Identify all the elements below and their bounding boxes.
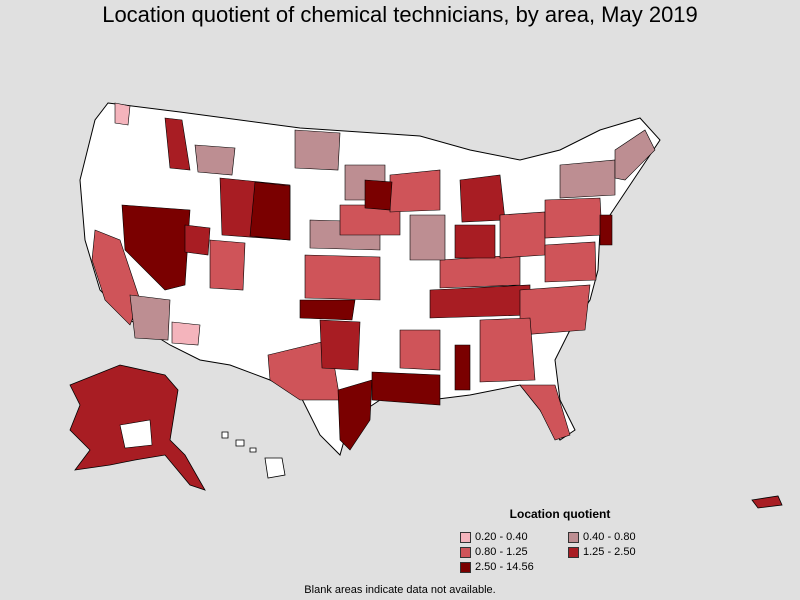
legend-item-2: 0.80 - 1.25 (460, 546, 528, 558)
region-florida (519, 384, 571, 441)
legend-item-4: 2.50 - 14.56 (460, 561, 534, 573)
legend-label-3: 1.25 - 2.50 (583, 546, 636, 558)
map-title: Location quotient of chemical technician… (102, 2, 698, 27)
region-hawaii (221, 431, 286, 479)
region-illinois (409, 214, 446, 261)
region-new-england (614, 129, 656, 181)
region-virginia (544, 241, 597, 283)
legend-item-0: 0.20 - 0.40 (460, 531, 528, 543)
legend-label-4: 2.50 - 14.56 (475, 561, 534, 573)
region-texas-gulf (337, 379, 373, 451)
region-wisconsin-dark (364, 179, 393, 211)
legend-item-1: 0.40 - 0.80 (568, 531, 636, 543)
region-mississippi (399, 329, 441, 371)
footnote: Blank areas indicate data not available. (304, 584, 496, 596)
region-wyoming-east (249, 181, 291, 241)
region-montana-patch (194, 144, 236, 176)
region-kentucky (439, 254, 521, 289)
region-wisconsin (389, 169, 441, 213)
region-texas-central (319, 319, 361, 371)
region-arizona (129, 294, 171, 341)
legend-label-2: 0.80 - 1.25 (475, 546, 528, 558)
legend-swatch-1 (568, 531, 579, 543)
region-utah-patch (184, 224, 211, 256)
region-tennessee (429, 284, 531, 319)
region-washington (114, 102, 131, 126)
region-new-york (559, 159, 616, 199)
region-louisiana (371, 371, 441, 406)
region-alaska-blank (119, 419, 153, 449)
region-pennsylvania (544, 197, 603, 239)
region-puerto-rico (751, 495, 783, 509)
region-nevada (121, 204, 191, 291)
region-new-jersey (599, 214, 613, 246)
region-oklahoma (299, 299, 356, 321)
region-ohio (499, 211, 546, 259)
legend-swatch-2 (460, 546, 471, 558)
region-colorado (209, 239, 246, 291)
legend-swatch-4 (460, 561, 471, 573)
legend-item-3: 1.25 - 2.50 (568, 546, 636, 558)
region-arizona-low (171, 321, 201, 346)
region-california (91, 229, 141, 326)
legend-swatch-0 (460, 531, 471, 543)
region-kansas (304, 254, 381, 301)
region-indiana (454, 224, 496, 259)
legend-swatch-3 (568, 546, 579, 558)
region-michigan (459, 174, 506, 223)
region-north-dakota (294, 129, 341, 171)
region-alabama (454, 344, 471, 391)
legend-label-0: 0.20 - 0.40 (475, 531, 528, 543)
region-georgia (479, 317, 536, 383)
legend-label-1: 0.40 - 0.80 (583, 531, 636, 543)
legend-title: Location quotient (509, 507, 611, 521)
region-idaho-north (164, 117, 191, 171)
